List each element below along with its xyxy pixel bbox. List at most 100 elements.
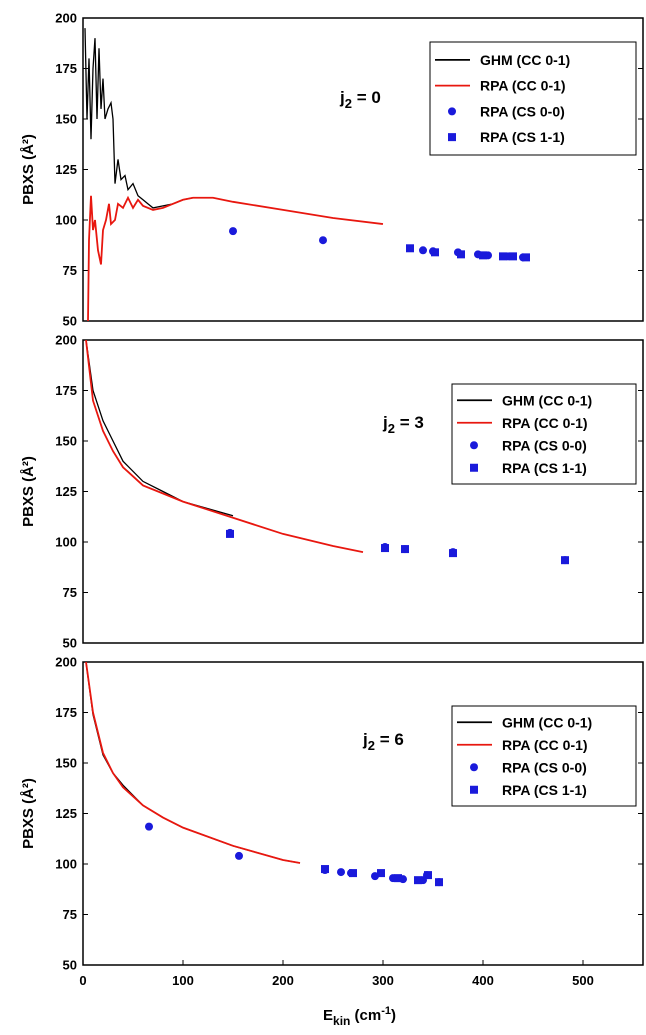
y-tick-label: 125 [55,806,77,821]
legend-label: RPA (CS 1-1) [502,460,587,476]
label-part: -1 [381,1005,391,1017]
y-tick-label: 50 [63,636,77,651]
point [235,851,243,860]
point [381,544,389,553]
y-tick-label: 150 [55,756,77,771]
y-tick-label: 175 [55,705,77,720]
legend-marker [470,463,478,472]
y-tick-label: 50 [63,314,77,329]
x-tick-label: 500 [572,973,594,988]
plot-area [84,28,530,321]
annotation: j2 = 0 [339,88,381,111]
legend-label: RPA (CS 0-0) [502,759,587,775]
point [401,545,409,554]
x-tick-label: 0 [79,973,86,988]
legend-label: RPA (CC 0-1) [502,737,588,753]
y-tick-label: 125 [55,162,77,177]
x-tick-label: 400 [472,973,494,988]
point [406,244,414,253]
label-part: kin [333,1014,350,1028]
legend-label: GHM (CC 0-1) [502,392,592,408]
legend-box [429,41,637,156]
y-tick-label: 175 [55,61,77,76]
point [337,868,345,877]
point [229,227,237,236]
label-part: = 0 [352,88,381,107]
point [449,549,457,558]
label-part: = 6 [375,730,404,749]
label-part: E [323,1007,333,1024]
point [435,878,443,887]
y-tick-label: 50 [63,958,77,973]
point [414,876,422,885]
label-part: = 3 [395,413,424,432]
legend-label: RPA (CS 1-1) [480,129,565,145]
series-line [85,340,364,553]
y-tick-label: 150 [55,112,77,127]
legend-label: RPA (CS 1-1) [502,782,587,798]
point [319,236,327,245]
point [561,556,569,565]
plot-area [85,340,569,565]
label-part: j [362,730,368,749]
y-tick-label: 100 [55,535,77,550]
x-tick-label: 100 [172,973,194,988]
label-part: 2 [388,421,395,436]
label-part: (cm [350,1007,381,1024]
point [377,869,385,878]
y-axis-label: PBXS (Å²) [20,134,37,205]
legend-label: GHM (CC 0-1) [502,714,592,730]
point [394,874,402,883]
y-tick-label: 75 [63,907,77,922]
y-tick-label: 125 [55,484,77,499]
legend-label: RPA (CS 0-0) [502,437,587,453]
y-tick-label: 175 [55,383,77,398]
y-tick-label: 200 [55,11,77,26]
legend-label: RPA (CC 0-1) [502,415,588,431]
series-line [85,662,301,864]
y-tick-label: 75 [63,263,77,278]
point [226,529,234,538]
legend-marker [448,133,456,142]
point [424,871,432,880]
annotation: j2 = 6 [362,730,404,753]
legend-label: RPA (CC 0-1) [480,78,566,94]
y-tick-label: 75 [63,585,77,600]
label-part: 2 [345,96,352,111]
x-tick-label: 300 [372,973,394,988]
point [419,246,427,255]
label-part: ) [391,1007,396,1024]
y-axis-label: PBXS (Å²) [20,778,37,849]
x-tick-label: 200 [272,973,294,988]
label-part: 2 [368,738,375,753]
point [431,248,439,257]
legend-label: GHM (CC 0-1) [480,52,570,68]
point [499,252,507,261]
point [522,253,530,262]
legend-marker [470,441,478,450]
point [349,869,357,878]
y-tick-label: 100 [55,857,77,872]
legend-marker [470,785,478,794]
series-line [87,195,384,321]
x-axis-label: Ekin (cm-1) [323,1005,396,1028]
series-line [84,28,213,209]
y-axis-label: PBXS (Å²) [20,456,37,527]
series-line [85,340,234,517]
label-part: j [382,413,388,432]
y-tick-label: 200 [55,655,77,670]
y-tick-label: 100 [55,213,77,228]
point [457,250,465,259]
point [479,251,487,260]
y-tick-label: 150 [55,434,77,449]
label-part: j [339,88,345,107]
plot-area [85,662,443,887]
legend-marker [470,763,478,772]
y-tick-label: 200 [55,333,77,348]
legend-marker [448,107,456,116]
annotation: j2 = 3 [382,413,424,436]
legend-label: RPA (CS 0-0) [480,103,565,119]
point [145,822,153,831]
series-line [85,662,301,864]
